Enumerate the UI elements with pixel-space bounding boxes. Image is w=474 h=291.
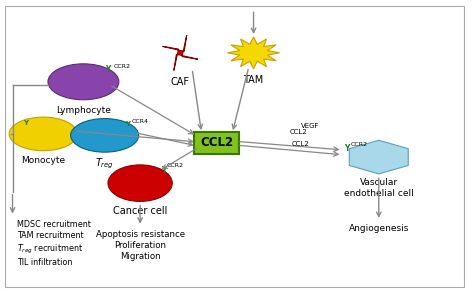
Polygon shape — [228, 37, 280, 69]
Text: Vascular
endothelial cell: Vascular endothelial cell — [344, 178, 414, 198]
Text: CCR2: CCR2 — [350, 141, 367, 147]
FancyBboxPatch shape — [194, 132, 239, 154]
Text: CCL2: CCL2 — [201, 136, 234, 149]
Ellipse shape — [48, 64, 119, 100]
Text: CCL2: CCL2 — [290, 129, 307, 135]
Ellipse shape — [108, 165, 172, 201]
Text: Cancer cell: Cancer cell — [113, 206, 167, 216]
Ellipse shape — [71, 118, 139, 152]
Text: CCR2: CCR2 — [167, 163, 184, 168]
Text: CAF: CAF — [171, 77, 190, 87]
Text: Lymphocyte: Lymphocyte — [56, 107, 111, 116]
Text: MDSC recruitment
TAM recruitment
$T_{reg}$ recruitment
TIL infiltration: MDSC recruitment TAM recruitment $T_{reg… — [17, 220, 91, 267]
Text: TAM: TAM — [244, 74, 264, 85]
Text: Y: Y — [345, 144, 350, 153]
Polygon shape — [163, 35, 198, 70]
Ellipse shape — [9, 117, 77, 151]
Text: Y: Y — [125, 121, 130, 127]
Text: Y: Y — [105, 65, 110, 74]
Text: VEGF: VEGF — [301, 123, 319, 129]
Text: $T_{reg}$: $T_{reg}$ — [95, 157, 114, 171]
Text: CCR4: CCR4 — [132, 119, 149, 124]
Text: Angiogenesis: Angiogenesis — [348, 224, 409, 233]
Text: Apoptosis resistance
Proliferation
Migration: Apoptosis resistance Proliferation Migra… — [96, 230, 185, 261]
Text: CCL2: CCL2 — [292, 141, 310, 147]
Text: CCR2: CCR2 — [114, 64, 131, 69]
Text: Y: Y — [161, 166, 166, 175]
Polygon shape — [349, 140, 408, 174]
Text: Monocyte: Monocyte — [21, 156, 65, 165]
Text: Y: Y — [23, 120, 28, 126]
